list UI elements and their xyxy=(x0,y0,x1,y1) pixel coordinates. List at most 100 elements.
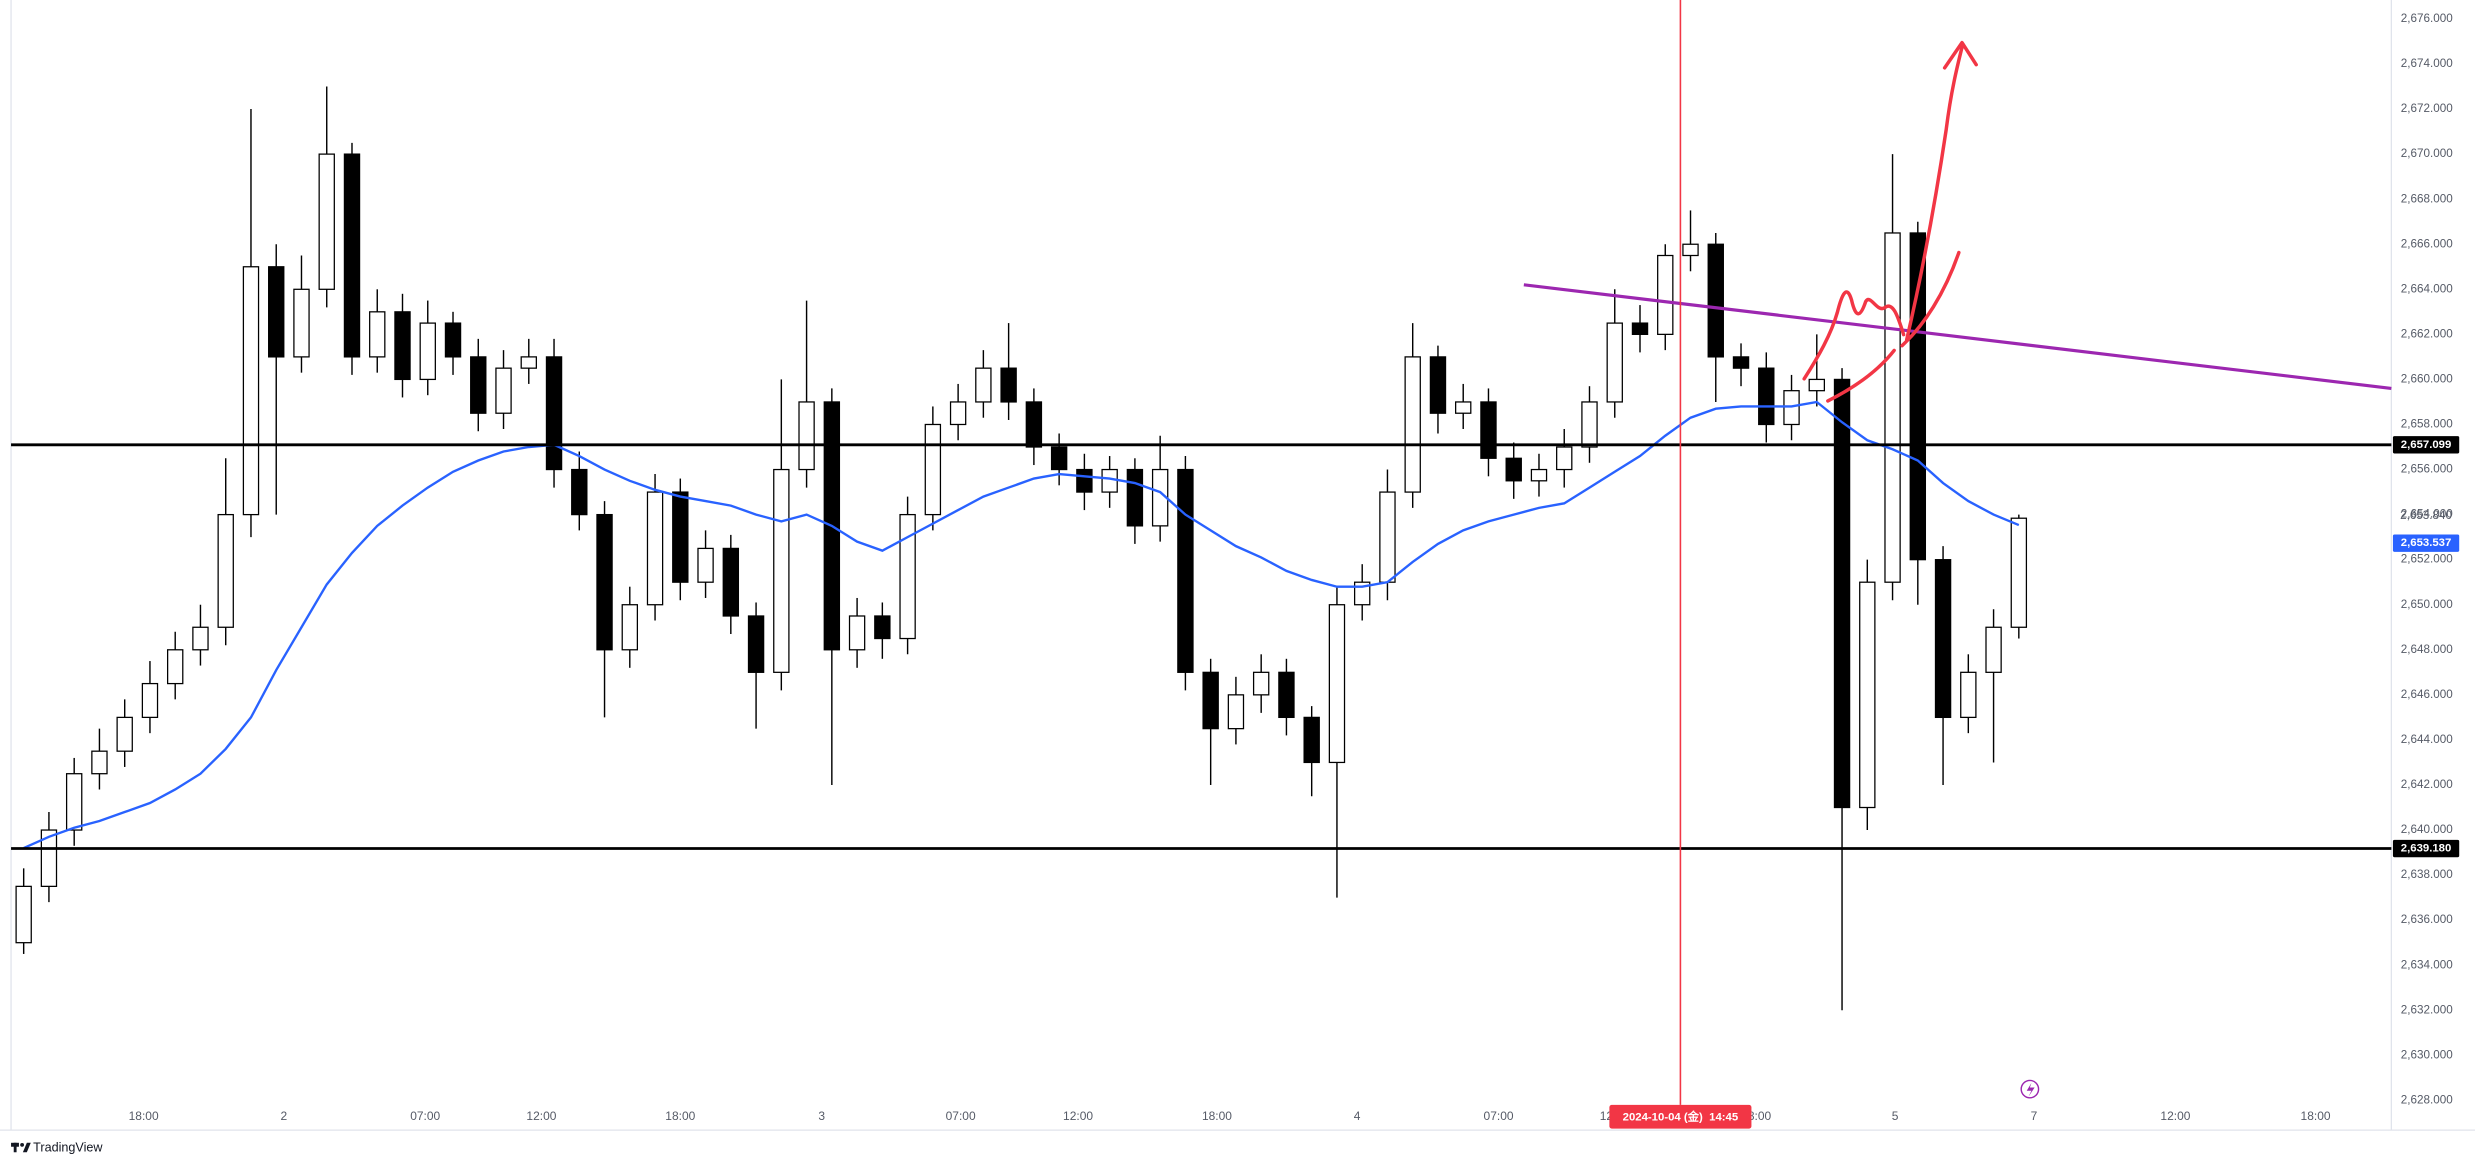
y-tick-label: 2,672.000 xyxy=(2401,102,2453,115)
candle-body xyxy=(1808,378,1825,392)
candle-body xyxy=(949,401,967,426)
x-tick-label: 12:00 xyxy=(526,1109,556,1123)
logo-mark xyxy=(22,1142,31,1153)
y-tick-label: 2,660.000 xyxy=(2401,372,2453,385)
y-tick-label: 2,636.000 xyxy=(2401,913,2453,926)
y-tick-label: 2,650.000 xyxy=(2401,598,2453,611)
y-tick-label: 2,662.000 xyxy=(2401,327,2453,340)
alert-icon-bolt xyxy=(2026,1082,2035,1098)
y-tick-label: 2,664.000 xyxy=(2401,282,2453,295)
red-arrow xyxy=(1905,45,1964,342)
x-tick-label: 07:00 xyxy=(410,1109,440,1123)
candle-body xyxy=(924,423,942,516)
candle-body xyxy=(747,615,765,673)
candle-body xyxy=(40,829,58,887)
y-tick-label: 2,666.000 xyxy=(2401,237,2453,250)
candle-body xyxy=(495,367,512,414)
candle-body xyxy=(1657,254,1674,335)
candle-body xyxy=(545,356,563,471)
candle-body xyxy=(15,885,32,944)
candle-body xyxy=(1076,468,1093,493)
candle-body xyxy=(848,615,866,651)
level-label: 2,639.180 xyxy=(2401,843,2452,855)
candle-body xyxy=(1328,604,1346,764)
candle-body xyxy=(1404,356,1421,493)
y-tick-label: 2,654.000 xyxy=(2401,508,2453,521)
red-squiggle xyxy=(1802,290,1906,381)
logo: TradingView xyxy=(11,1141,103,1155)
candle-body xyxy=(217,513,234,628)
x-tick-label: 18:00 xyxy=(2301,1109,2331,1123)
y-tick-label: 2,674.000 xyxy=(2401,57,2453,70)
axes: 2,628.000 2,630.000 2,632.000 2,634.000 2,63… xyxy=(129,12,2460,1129)
candle-body xyxy=(520,356,537,369)
candle-body xyxy=(1606,322,1623,403)
red-arrow-head xyxy=(1942,40,1978,70)
x-tick-label: 12:00 xyxy=(1063,1109,1093,1123)
x-tick-label: 18:00 xyxy=(129,1109,159,1123)
y-tick-label: 2,670.000 xyxy=(2401,147,2453,160)
y-tick-label: 2,638.000 xyxy=(2401,868,2453,881)
candle-body xyxy=(91,750,108,775)
x-tick-label: 3 xyxy=(818,1109,825,1123)
candle-body xyxy=(1252,671,1270,696)
candle-body xyxy=(874,615,891,640)
candle-body xyxy=(419,322,436,381)
trendline xyxy=(1523,283,2392,391)
candle-body xyxy=(646,491,664,606)
level-label: 2,657.099 xyxy=(2401,439,2452,451)
candle-body xyxy=(1379,491,1396,583)
candle-body xyxy=(571,468,588,516)
candle-body xyxy=(672,491,689,583)
y-tick-label: 2,634.000 xyxy=(2401,958,2453,971)
x-tick-label: 18:00 xyxy=(665,1109,695,1123)
candle-body xyxy=(166,649,184,685)
candle-body xyxy=(1177,468,1194,673)
candle-body xyxy=(1530,468,1548,482)
candle-body xyxy=(1833,378,1851,809)
red-curve xyxy=(1826,348,1896,403)
candle-body xyxy=(1025,401,1043,448)
candle-body xyxy=(394,311,411,381)
candle-body xyxy=(343,153,361,358)
candle-body xyxy=(1556,446,1573,471)
candle-body xyxy=(1758,367,1775,426)
candle-body xyxy=(242,266,260,516)
candle-body xyxy=(141,682,159,719)
candle-body xyxy=(1985,626,2002,673)
candle-body xyxy=(1202,671,1219,730)
x-tick-label: 5 xyxy=(1892,1109,1899,1123)
y-tick-label: 2,646.000 xyxy=(2401,688,2453,701)
y-tick-label: 2,640.000 xyxy=(2401,823,2453,836)
red-curve xyxy=(1900,250,1961,348)
candle-body xyxy=(444,322,462,358)
x-tick-label: 12:00 xyxy=(2160,1109,2190,1123)
candle-body xyxy=(1859,581,1876,809)
y-tick-label: 2,644.000 xyxy=(2401,733,2453,746)
candle-body xyxy=(268,266,285,358)
candle-body xyxy=(1960,671,1977,719)
level-label-box xyxy=(2392,839,2460,858)
overlays xyxy=(11,0,2392,1105)
candle-body xyxy=(293,288,310,358)
candle-body xyxy=(899,513,916,640)
crosshair-label-box xyxy=(1609,1104,1752,1129)
candle-body xyxy=(1884,232,1901,583)
y-tick-label: 2,656.000 xyxy=(2401,463,2453,476)
candle-body xyxy=(1227,694,1245,730)
candle-body xyxy=(1429,356,1447,414)
y-tick-label: 2,642.000 xyxy=(2401,778,2453,791)
candle-body xyxy=(1303,716,1320,764)
candle-body xyxy=(1707,243,1724,358)
candle-body xyxy=(1631,322,1649,335)
candle-body xyxy=(1732,356,1750,369)
last-price-label: 2,653.840 xyxy=(2400,509,2452,522)
logo-mark xyxy=(13,1142,17,1153)
candle-body xyxy=(1050,446,1068,471)
candle-body xyxy=(116,716,133,752)
alert-icon[interactable] xyxy=(2020,1079,2040,1099)
y-tick-label: 2,658.000 xyxy=(2401,418,2453,431)
candle-body xyxy=(697,547,714,583)
